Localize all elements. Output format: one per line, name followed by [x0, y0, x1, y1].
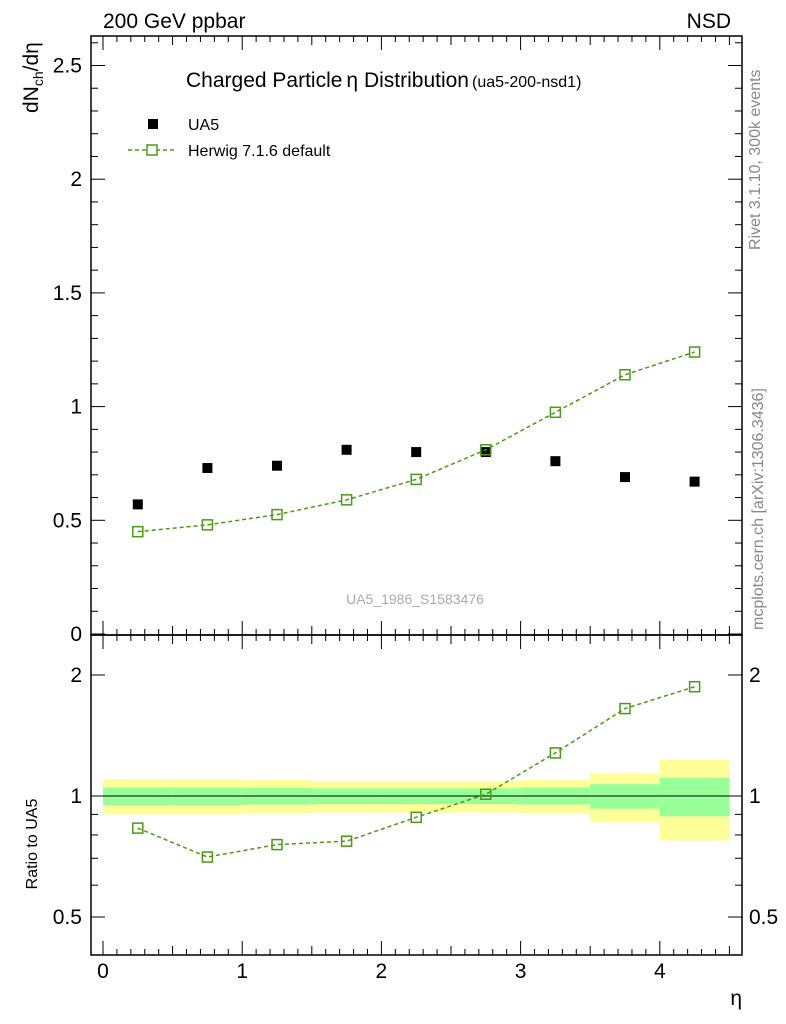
axes: 0 1 2 3 4 0 0.5 1 1.5 2 2.5 0.5 0.5 1 1 2 2 — [53, 35, 778, 983]
herwig-main-point — [271, 508, 283, 521]
process-label: NSD — [687, 10, 731, 33]
herwig-ratio-line — [137, 686, 695, 858]
legend: UA5 Herwig 7.1.6 default — [128, 117, 331, 160]
ratio-band-green-bin — [659, 777, 730, 817]
herwig-main-point — [688, 346, 701, 358]
main-ylabel-text: dN — [20, 86, 43, 113]
x-tick-label: 3 — [515, 960, 527, 983]
main-y-tick-label: 1.5 — [53, 282, 82, 305]
main-y-tick-label: 0.5 — [53, 509, 82, 532]
herwig-ratio-point — [480, 788, 492, 801]
ratio-uncertainty-bands — [103, 759, 730, 841]
ua5-data-point — [272, 460, 282, 471]
main-title-text: Charged Particle — [186, 69, 342, 92]
herwig-ratio-point — [201, 851, 214, 863]
main-ylabel-sub: ch — [30, 71, 46, 86]
x-axis-label: η — [730, 987, 742, 1010]
herwig-ratio-point — [619, 702, 631, 715]
energy-label: 200 GeV ppbar — [103, 10, 245, 33]
legend-ua5-marker — [148, 119, 158, 129]
main-y-tick-label: 0 — [70, 623, 82, 646]
herwig-ratio-point — [549, 747, 562, 759]
legend-ua5-label: UA5 — [188, 117, 219, 134]
ua5-data-point — [550, 456, 561, 467]
herwig-ratio-point — [340, 835, 353, 847]
rivet-label: Rivet 3.1.10, 300k events — [747, 69, 764, 250]
ua5-data-point — [202, 462, 213, 473]
ratio-y-tick-label-left: 1 — [70, 785, 82, 808]
main-title: Charged Particle η Distribution (ua5-200-n… — [186, 69, 581, 92]
herwig-main-point — [132, 525, 144, 538]
ua5-data-point — [620, 472, 630, 483]
data-series — [132, 346, 701, 863]
herwig-main-point — [480, 444, 492, 456]
ratio-panel-frame — [90, 634, 743, 956]
herwig-ratio-point — [410, 811, 422, 824]
legend-herwig-label: Herwig 7.1.6 default — [188, 143, 331, 160]
main-title-rest: Distribution — [358, 69, 469, 92]
ratio-y-tick-label-left: 2 — [70, 664, 82, 687]
herwig-main-point — [410, 473, 422, 486]
ua5-data-point — [341, 444, 352, 455]
ratio-y-tick-label-right: 1 — [749, 785, 761, 808]
main-title-tag: (ua5-200-nsd1) — [472, 74, 581, 91]
herwig-main-point — [201, 519, 214, 531]
herwig-main-point — [549, 406, 562, 419]
ratio-ylabel: Ratio to UA5 — [24, 799, 41, 890]
legend-herwig-marker — [146, 144, 158, 156]
ratio-y-tick-label-right: 0.5 — [749, 906, 778, 929]
herwig-ratio-point — [132, 822, 144, 834]
herwig-main-line — [137, 351, 695, 533]
analysis-watermark: UA5_1986_S1583476 — [346, 591, 484, 607]
ua5-data-point — [480, 447, 491, 458]
ua5-data-point — [411, 447, 422, 458]
main-ylabel-rest: /dη — [20, 42, 43, 71]
ua5-data-point — [689, 476, 700, 487]
mcplots-label: mcplots.cern.ch [arXiv:1306.3436] — [750, 388, 767, 630]
ratio-y-tick-label-right: 2 — [749, 664, 761, 687]
main-y-tick-label: 2 — [70, 168, 82, 191]
x-tick-label: 1 — [236, 960, 248, 983]
ua5-data-point — [132, 499, 143, 510]
main-title-symbol: η — [346, 69, 358, 92]
x-tick-label: 4 — [654, 960, 666, 983]
x-tick-label: 2 — [376, 960, 388, 983]
herwig-ratio-point — [688, 680, 701, 693]
herwig-main-point — [340, 494, 353, 506]
herwig-main-point — [619, 369, 631, 381]
herwig-ratio-point — [271, 838, 283, 851]
main-y-tick-label: 2.5 — [53, 55, 82, 78]
x-tick-label: 0 — [97, 960, 109, 983]
ratio-y-tick-label-left: 0.5 — [53, 906, 82, 929]
main-ylabel: dNch/dη — [20, 42, 46, 113]
main-y-tick-label: 1 — [70, 396, 82, 419]
